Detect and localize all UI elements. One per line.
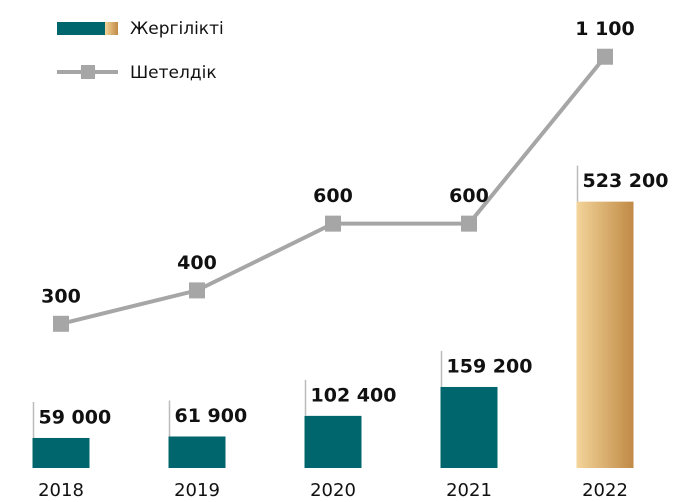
- x-tick-label: 2021: [446, 480, 492, 501]
- bar: [32, 437, 90, 468]
- bar: [576, 201, 634, 469]
- legend-label: Шетелдік: [130, 63, 217, 83]
- legend-swatch: [105, 22, 118, 35]
- legend-marker: [81, 65, 95, 79]
- data-label: 59 000: [39, 406, 112, 428]
- data-label: 600: [313, 185, 353, 207]
- x-tick-label: 2020: [310, 480, 356, 501]
- data-label: 523 200: [583, 170, 669, 192]
- bar: [440, 386, 498, 468]
- line-marker: [597, 48, 613, 65]
- x-tick-label: 2019: [174, 480, 220, 501]
- line-marker: [325, 215, 341, 232]
- line-marker: [53, 315, 69, 332]
- line-marker: [461, 215, 477, 232]
- data-label: 61 900: [175, 405, 248, 427]
- x-tick-label: 2022: [582, 480, 628, 501]
- data-label: 1 100: [575, 18, 635, 40]
- data-label: 400: [177, 252, 217, 274]
- data-label: 159 200: [447, 355, 533, 377]
- line-marker: [189, 282, 205, 299]
- data-label: 102 400: [311, 384, 397, 406]
- data-label: 600: [449, 185, 489, 207]
- legend-label: Жергілікті: [130, 19, 224, 39]
- legend-swatch: [57, 22, 105, 35]
- data-label: 300: [41, 285, 81, 307]
- bar: [168, 436, 226, 468]
- bar: [304, 415, 362, 468]
- x-tick-label: 2018: [38, 480, 84, 501]
